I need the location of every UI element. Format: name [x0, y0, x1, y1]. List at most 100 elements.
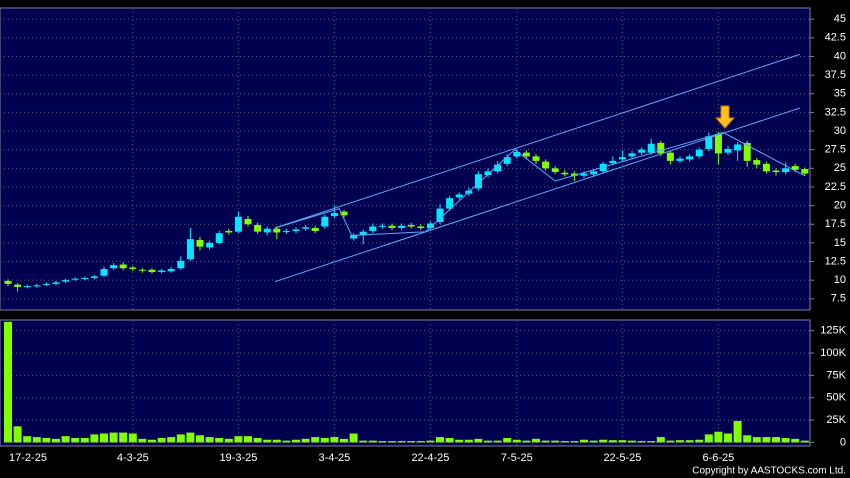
y-tick-label: 42.5: [825, 32, 846, 44]
volume-bar: [589, 440, 598, 443]
candle-body: [407, 224, 415, 227]
x-tick-label: 17-2-25: [9, 452, 47, 464]
y-tick-label: 75K: [826, 369, 846, 381]
plot-layer: 7.5 10 12.5 15 17.5 20 22.5 25 27.5 30 32.5 35 37.5 4…: [0, 8, 847, 464]
candle-body: [734, 144, 742, 151]
volume-bar: [791, 438, 800, 443]
volume-bar: [80, 437, 89, 443]
volume-bar: [445, 437, 454, 443]
volume-bar: [426, 440, 435, 443]
y-tick-label: 10: [834, 274, 846, 286]
candle-body: [350, 235, 358, 239]
volume-bar: [282, 440, 291, 443]
volume-bar: [484, 440, 492, 443]
candle-body: [302, 227, 310, 229]
candle-body: [129, 267, 137, 269]
x-tick-label: 22-4-25: [411, 452, 449, 464]
volume-bar: [724, 433, 732, 443]
candle-body: [561, 172, 569, 175]
candle-body: [532, 156, 540, 161]
y-tick-label: 35: [834, 88, 846, 100]
volume-bar: [752, 437, 761, 443]
candle-body: [254, 224, 262, 232]
candle-body: [676, 158, 684, 161]
candle-body: [196, 239, 204, 247]
volume-bar: [119, 432, 128, 443]
y-tick-label: 15: [834, 237, 846, 249]
volume-bar: [244, 436, 252, 443]
y-tick-label: 50K: [826, 392, 846, 404]
volume-bar: [695, 439, 704, 443]
candle-body: [71, 278, 79, 280]
candle-body: [90, 276, 98, 278]
volume-bar: [301, 438, 310, 443]
volume-bar: [512, 439, 521, 443]
candle-body: [52, 282, 60, 284]
volume-bar: [781, 437, 790, 443]
candle-body: [359, 231, 367, 236]
candle-body: [705, 136, 713, 149]
candle-body: [330, 213, 338, 217]
volume-bar: [522, 440, 531, 443]
volume-bar: [436, 437, 444, 443]
candle-body: [321, 216, 329, 227]
candle-body: [503, 157, 511, 164]
price-panel: [0, 7, 811, 311]
candle-body: [388, 225, 396, 228]
y-tick-label: 25: [834, 162, 846, 174]
volume-bar: [474, 438, 483, 443]
y-tick-label: 27.5: [825, 144, 846, 156]
volume-bar: [167, 437, 176, 443]
volume-bar: [743, 435, 752, 443]
candle-body: [119, 264, 127, 269]
x-tick-label: 4-3-25: [117, 452, 149, 464]
volume-bar: [772, 437, 780, 443]
volume-bar: [13, 426, 22, 443]
candle-body: [206, 242, 214, 248]
candle-body: [225, 230, 233, 233]
volume-bar: [23, 436, 32, 443]
volume-bar: [599, 439, 608, 443]
volume-bar: [272, 439, 281, 443]
candle-body: [609, 160, 617, 164]
candle-body: [657, 142, 665, 154]
candle-body: [177, 260, 185, 269]
candle-body: [81, 277, 89, 279]
volume-bar: [349, 433, 358, 443]
copyright: Copyright by AASTOCKS.com Ltd.: [692, 466, 846, 477]
y-tick-label: 30: [834, 125, 846, 137]
volume-bar: [100, 433, 108, 443]
candle-body: [378, 225, 386, 227]
volume-bar: [52, 438, 60, 443]
volume-bar: [532, 438, 540, 443]
candle-body: [100, 268, 108, 276]
volume-bar: [656, 437, 665, 443]
volume-bar: [464, 439, 473, 443]
volume-bar: [205, 437, 214, 443]
candle-body: [542, 161, 550, 169]
volume-bar: [618, 440, 627, 443]
candle-body: [714, 134, 722, 154]
volume-bar: [263, 439, 272, 443]
trend-line: [274, 53, 801, 229]
volume-bar: [90, 434, 99, 443]
volume-bar: [733, 420, 742, 443]
volume-bar: [637, 441, 646, 443]
volume-bar: [320, 437, 329, 443]
volume-bar: [388, 441, 396, 443]
candle-body: [762, 163, 770, 172]
candle-body: [292, 229, 300, 231]
candle-body: [522, 152, 530, 157]
y-tick-label: 32.5: [825, 106, 846, 118]
candle-body: [273, 228, 281, 233]
y-tick-label: 7.5: [831, 293, 846, 305]
arrow-marker: [714, 105, 736, 129]
volume-bar: [186, 432, 195, 443]
candle-body: [167, 268, 175, 272]
candle-body: [282, 230, 290, 232]
volume-bar: [570, 441, 579, 443]
candle-body: [148, 269, 156, 272]
candle-body: [580, 173, 588, 176]
volume-bar: [176, 434, 185, 443]
